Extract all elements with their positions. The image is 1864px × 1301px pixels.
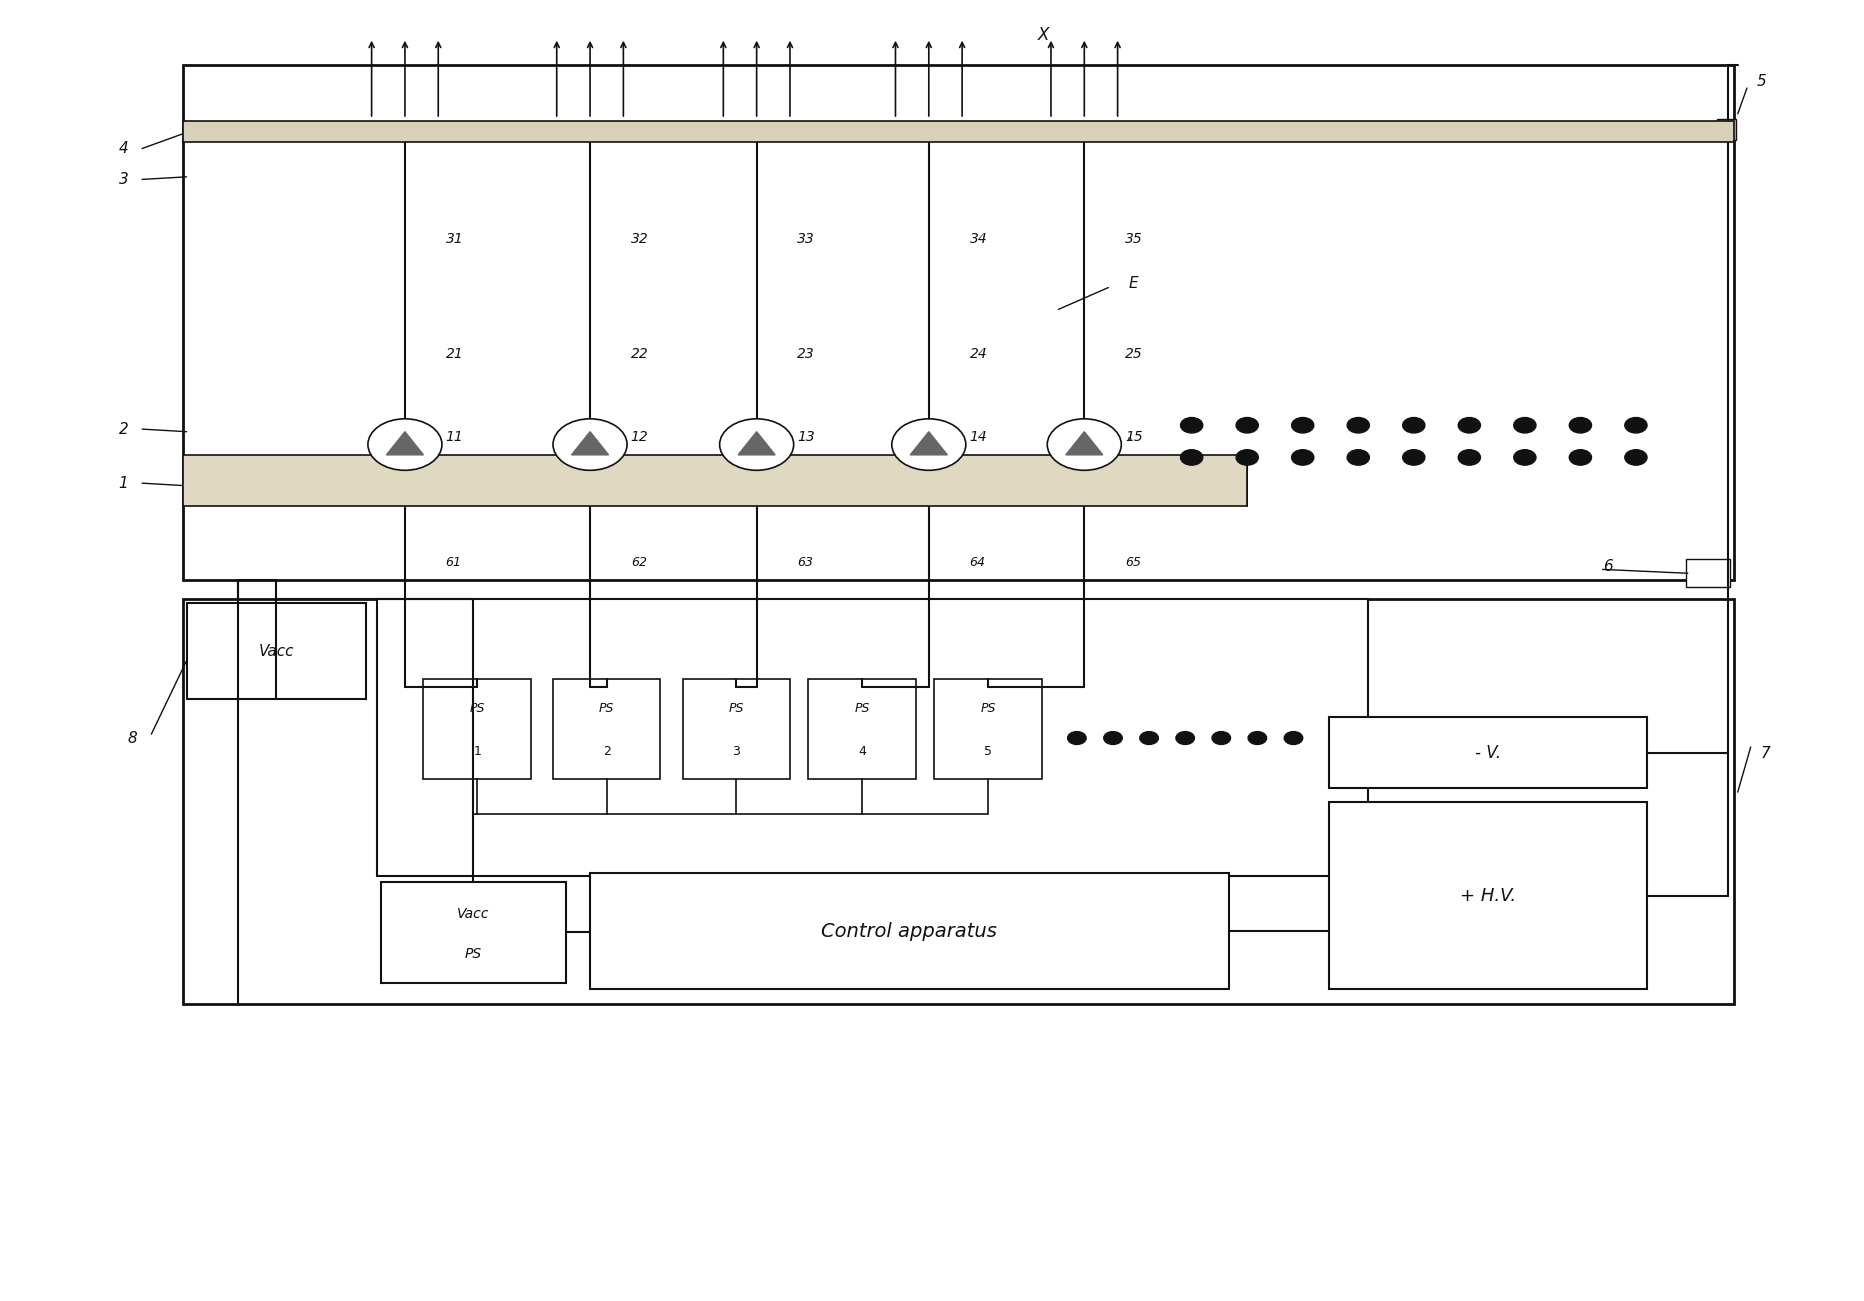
Circle shape (1048, 419, 1120, 470)
Bar (377, 598, 1366, 876)
Circle shape (1236, 450, 1258, 466)
Circle shape (1346, 418, 1368, 433)
Text: °: ° (1126, 437, 1131, 448)
Text: 62: 62 (630, 557, 647, 570)
Bar (183, 65, 1734, 580)
Bar (183, 121, 1734, 142)
Text: 2: 2 (119, 422, 129, 437)
Text: 2: 2 (602, 744, 610, 757)
Circle shape (1212, 731, 1230, 744)
Circle shape (1292, 450, 1312, 466)
Bar (423, 679, 531, 779)
Text: 33: 33 (798, 232, 815, 246)
Circle shape (720, 419, 794, 470)
Circle shape (891, 419, 966, 470)
Text: + H.V.: + H.V. (1460, 887, 1515, 904)
Text: E: E (1128, 276, 1137, 291)
Text: 34: 34 (969, 232, 986, 246)
Text: 5: 5 (984, 744, 992, 757)
Polygon shape (738, 432, 775, 455)
Circle shape (1402, 418, 1424, 433)
Text: 15: 15 (1124, 429, 1143, 444)
Circle shape (1247, 731, 1266, 744)
Bar (589, 873, 1228, 989)
Bar (554, 679, 660, 779)
Text: 3: 3 (119, 172, 129, 187)
Text: 22: 22 (630, 347, 649, 362)
Bar (1327, 717, 1646, 788)
Text: PS: PS (470, 703, 485, 716)
Text: Vacc: Vacc (457, 907, 490, 921)
Circle shape (1236, 418, 1258, 433)
Text: 32: 32 (630, 232, 649, 246)
Circle shape (1103, 731, 1122, 744)
Text: 6: 6 (1601, 559, 1612, 574)
Text: 25: 25 (1124, 347, 1143, 362)
Text: 64: 64 (969, 557, 984, 570)
Polygon shape (386, 432, 423, 455)
Text: 12: 12 (630, 429, 649, 444)
Circle shape (1624, 418, 1646, 433)
Text: 4: 4 (119, 141, 129, 156)
Text: PS: PS (729, 703, 744, 716)
Text: 24: 24 (969, 347, 986, 362)
Circle shape (1624, 450, 1646, 466)
Bar (186, 602, 365, 700)
Bar (183, 455, 1247, 506)
Circle shape (1176, 731, 1193, 744)
Text: 1: 1 (119, 476, 129, 490)
Circle shape (367, 419, 442, 470)
Circle shape (1346, 450, 1368, 466)
Circle shape (1180, 450, 1202, 466)
Text: 61: 61 (445, 557, 462, 570)
Circle shape (1292, 418, 1312, 433)
Text: 13: 13 (798, 429, 815, 444)
Bar (1717, 118, 1735, 139)
Bar (1685, 559, 1730, 588)
Text: 63: 63 (798, 557, 813, 570)
Text: 65: 65 (1124, 557, 1141, 570)
Circle shape (1568, 418, 1590, 433)
Text: PS: PS (598, 703, 613, 716)
Text: 11: 11 (445, 429, 462, 444)
Circle shape (1066, 731, 1085, 744)
Circle shape (1458, 418, 1480, 433)
Circle shape (1139, 731, 1158, 744)
Text: 35: 35 (1124, 232, 1143, 246)
Circle shape (1180, 418, 1202, 433)
Polygon shape (570, 432, 608, 455)
Text: 3: 3 (733, 744, 740, 757)
Circle shape (1402, 450, 1424, 466)
Bar (807, 679, 915, 779)
Bar (682, 679, 790, 779)
Text: - V.: - V. (1474, 744, 1501, 762)
Text: 23: 23 (798, 347, 815, 362)
Circle shape (554, 419, 626, 470)
Text: 31: 31 (445, 232, 462, 246)
Bar (380, 882, 565, 982)
Text: 14: 14 (969, 429, 986, 444)
Circle shape (1568, 450, 1590, 466)
Circle shape (1514, 418, 1536, 433)
Text: X: X (1038, 26, 1049, 44)
Text: PS: PS (980, 703, 995, 716)
Circle shape (1284, 731, 1303, 744)
Text: 8: 8 (129, 731, 138, 745)
Polygon shape (910, 432, 947, 455)
Text: 4: 4 (857, 744, 865, 757)
Text: 1: 1 (473, 744, 481, 757)
Circle shape (1514, 450, 1536, 466)
Polygon shape (1064, 432, 1102, 455)
Text: PS: PS (464, 947, 481, 961)
Bar (183, 598, 1734, 1004)
Text: 7: 7 (1760, 745, 1769, 761)
Text: PS: PS (854, 703, 869, 716)
Text: 5: 5 (1756, 74, 1765, 88)
Bar (934, 679, 1042, 779)
Bar (1327, 803, 1646, 989)
Text: Control apparatus: Control apparatus (820, 921, 997, 941)
Text: 21: 21 (445, 347, 462, 362)
Text: Vacc: Vacc (259, 644, 295, 658)
Circle shape (1458, 450, 1480, 466)
